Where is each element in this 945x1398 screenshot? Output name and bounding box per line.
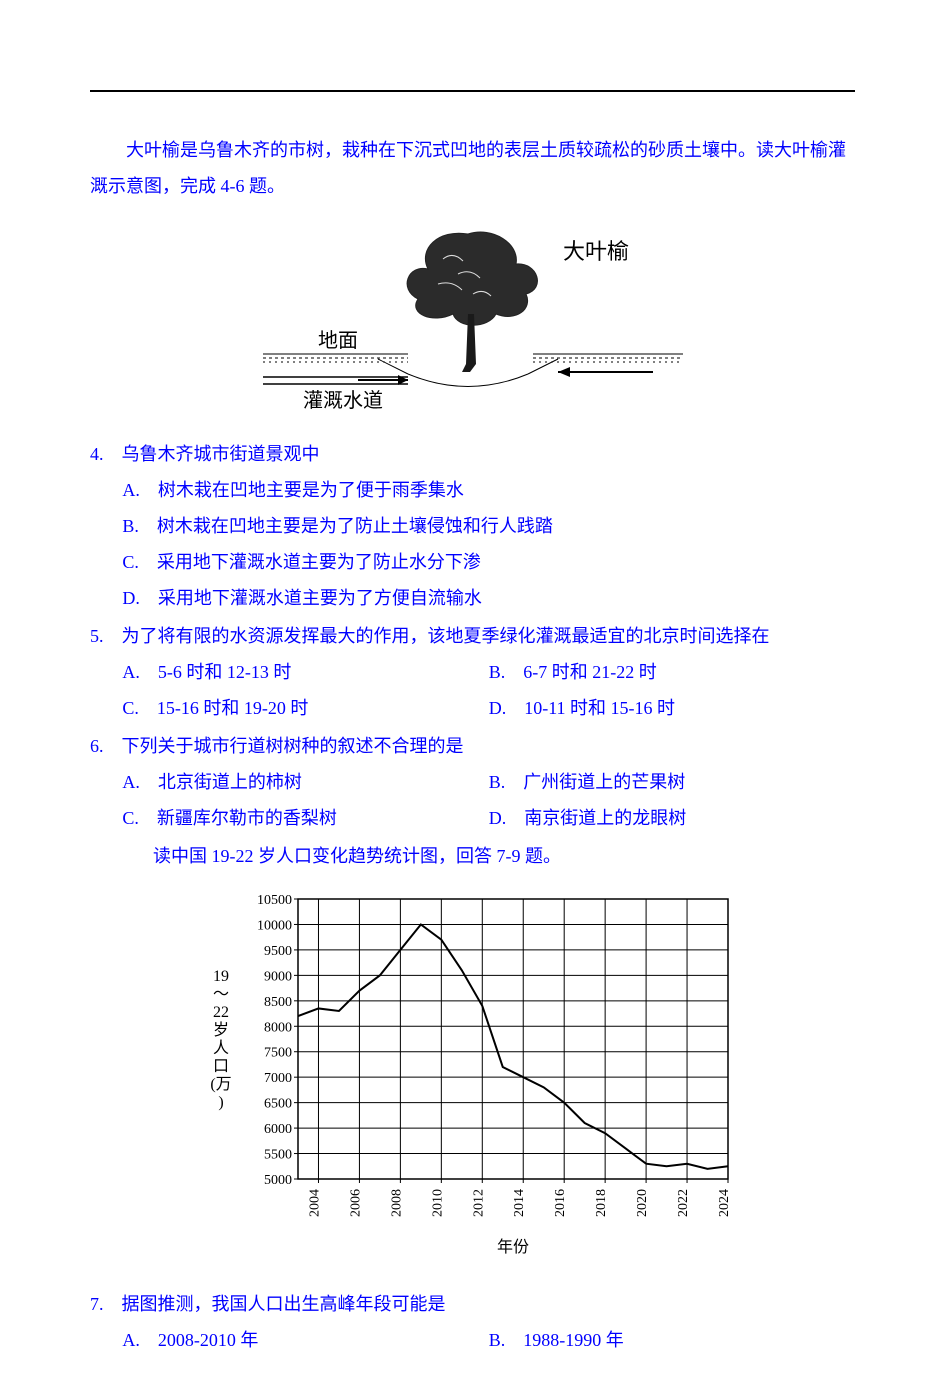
population-chart: 5000 5500 6000 6500 7000 7500 8000 8500 9000 9500…	[90, 884, 855, 1276]
svg-text:): )	[218, 1094, 223, 1111]
svg-text:8500: 8500	[264, 995, 292, 1010]
svg-text:7500: 7500	[264, 1046, 292, 1061]
svg-text:2014: 2014	[512, 1189, 527, 1217]
svg-text:2004: 2004	[307, 1189, 322, 1217]
q7-option-A: A. 2008-2010 年	[122, 1322, 488, 1358]
svg-text:岁: 岁	[212, 1021, 228, 1039]
svg-text:2008: 2008	[389, 1189, 404, 1217]
diagram-tree-irrigation: 大叶榆 地面 灌溉水道	[90, 214, 855, 426]
q5-stem: 5. 为了将有限的水资源发挥最大的作用，该地夏季绿化灌溉最适宜的北京时间选择在	[90, 618, 855, 654]
q5-option-C: C. 15-16 时和 19-20 时	[122, 690, 488, 726]
svg-text:5500: 5500	[264, 1148, 292, 1163]
svg-text:2022: 2022	[676, 1189, 691, 1217]
header-rule	[90, 90, 855, 92]
svg-text:2006: 2006	[348, 1189, 363, 1217]
svg-text:2012: 2012	[471, 1189, 486, 1217]
svg-text:2020: 2020	[635, 1189, 650, 1217]
svg-text:10500: 10500	[257, 893, 292, 908]
q4-option-A: A. 树木栽在凹地主要是为了便于雨季集水	[122, 472, 855, 508]
svg-text:2016: 2016	[553, 1189, 568, 1217]
q7-option-B: B. 1988-1990 年	[489, 1322, 855, 1358]
svg-text:年份: 年份	[496, 1238, 528, 1256]
intro-paragraph-1: 大叶榆是乌鲁木齐的市树，栽种在下沉式凹地的表层土质较疏松的砂质土壤中。读大叶榆灌…	[90, 132, 855, 204]
svg-text:(万: (万	[210, 1076, 231, 1093]
svg-text:22: 22	[213, 1004, 229, 1021]
q4-stem: 4. 乌鲁木齐城市街道景观中	[90, 436, 855, 472]
q7-stem: 7. 据图推测，我国人口出生高峰年段可能是	[90, 1286, 855, 1322]
q5-option-B: B. 6-7 时和 21-22 时	[489, 654, 855, 690]
svg-text:2018: 2018	[594, 1189, 609, 1217]
svg-text:人: 人	[212, 1039, 228, 1057]
q6-option-C: C. 新疆库尔勒市的香梨树	[122, 800, 488, 836]
q6-option-B: B. 广州街道上的芒果树	[489, 764, 855, 800]
svg-text:9500: 9500	[264, 944, 292, 959]
svg-text:2010: 2010	[430, 1189, 445, 1217]
q4-option-B: B. 树木栽在凹地主要是为了防止土壤侵蚀和行人践踏	[122, 508, 855, 544]
svg-text:7000: 7000	[264, 1071, 292, 1086]
svg-text:〜: 〜	[212, 986, 228, 1003]
svg-text:10000: 10000	[257, 918, 292, 933]
label-ground: 地面	[318, 329, 358, 352]
q6-option-A: A. 北京街道上的柿树	[122, 764, 488, 800]
q4-option-C: C. 采用地下灌溉水道主要为了防止水分下渗	[122, 544, 855, 580]
q5-option-D: D. 10-11 时和 15-16 时	[489, 690, 855, 726]
label-tree: 大叶榆	[563, 239, 629, 264]
q4-option-D: D. 采用地下灌溉水道主要为了方便自流输水	[122, 580, 855, 616]
label-channel: 灌溉水道	[303, 389, 383, 412]
intro-paragraph-2: 读中国 19-22 岁人口变化趋势统计图，回答 7-9 题。	[90, 838, 855, 874]
svg-text:口: 口	[212, 1058, 228, 1075]
svg-text:6000: 6000	[264, 1122, 292, 1137]
svg-text:5000: 5000	[264, 1173, 292, 1188]
q6-option-D: D. 南京街道上的龙眼树	[489, 800, 855, 836]
svg-text:19: 19	[213, 968, 229, 985]
svg-text:8000: 8000	[264, 1020, 292, 1035]
svg-text:9000: 9000	[264, 969, 292, 984]
q5-option-A: A. 5-6 时和 12-13 时	[122, 654, 488, 690]
q6-stem: 6. 下列关于城市行道树树种的叙述不合理的是	[90, 728, 855, 764]
svg-text:2024: 2024	[717, 1189, 732, 1217]
svg-text:6500: 6500	[264, 1097, 292, 1112]
